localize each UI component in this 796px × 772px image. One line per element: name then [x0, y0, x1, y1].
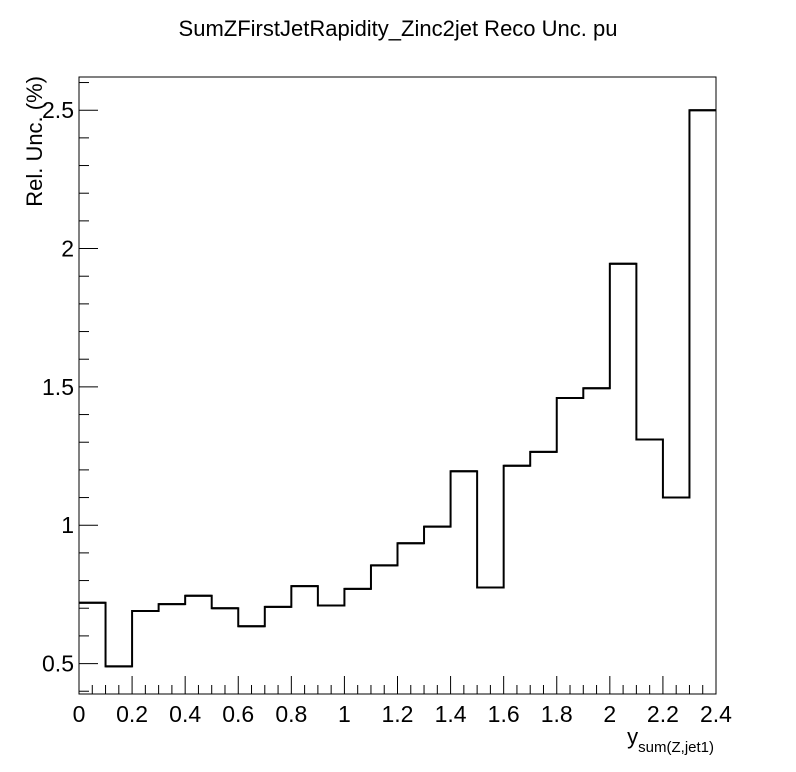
y-tick-label: 2.5 [42, 97, 74, 123]
x-tick-label: 2 [603, 701, 616, 727]
x-axis-ticks [78, 676, 717, 694]
histogram-bins [79, 109, 716, 668]
y-tick-label: 1.5 [42, 374, 74, 400]
x-tick-label: 0.8 [275, 701, 307, 727]
x-axis-title-main: y [627, 724, 638, 749]
x-axis-title: ysum(Z,jet1) [627, 724, 714, 756]
x-tick-label: 0.2 [116, 701, 148, 727]
x-axis-title-subscript: sum(Z,jet1) [638, 739, 714, 756]
x-tick-label: 2.2 [647, 701, 679, 727]
y-tick-label: 0.5 [42, 651, 74, 677]
y-axis-tick-labels: 0.5 1 1.5 2 2.5 [42, 97, 74, 676]
x-tick-label: 1.6 [488, 701, 520, 727]
x-tick-label: 2.4 [700, 701, 732, 727]
x-tick-label: 0.4 [169, 701, 201, 727]
x-tick-label: 0.6 [222, 701, 254, 727]
histogram-outline [79, 109, 716, 668]
y-axis-title: Rel. Unc. (%) [22, 76, 47, 207]
y-tick-label: 2 [61, 236, 74, 262]
y-tick-label: 1 [61, 512, 74, 538]
x-tick-label: 1.4 [435, 701, 467, 727]
x-axis-tick-labels: 0 0.2 0.4 0.6 0.8 1 1.2 1.4 1.6 1.8 2 2.2 2.4 [73, 701, 733, 727]
y-axis-ticks [79, 82, 98, 692]
x-tick-label: 0 [73, 701, 86, 727]
x-tick-label: 1.2 [382, 701, 414, 727]
chart-title: SumZFirstJetRapidity_Zinc2jet Reco Unc. … [179, 16, 618, 41]
x-tick-label: 1 [338, 701, 351, 727]
x-tick-label: 1.8 [541, 701, 573, 727]
plot-frame [78, 76, 717, 695]
plot-frame-border [78, 76, 717, 695]
